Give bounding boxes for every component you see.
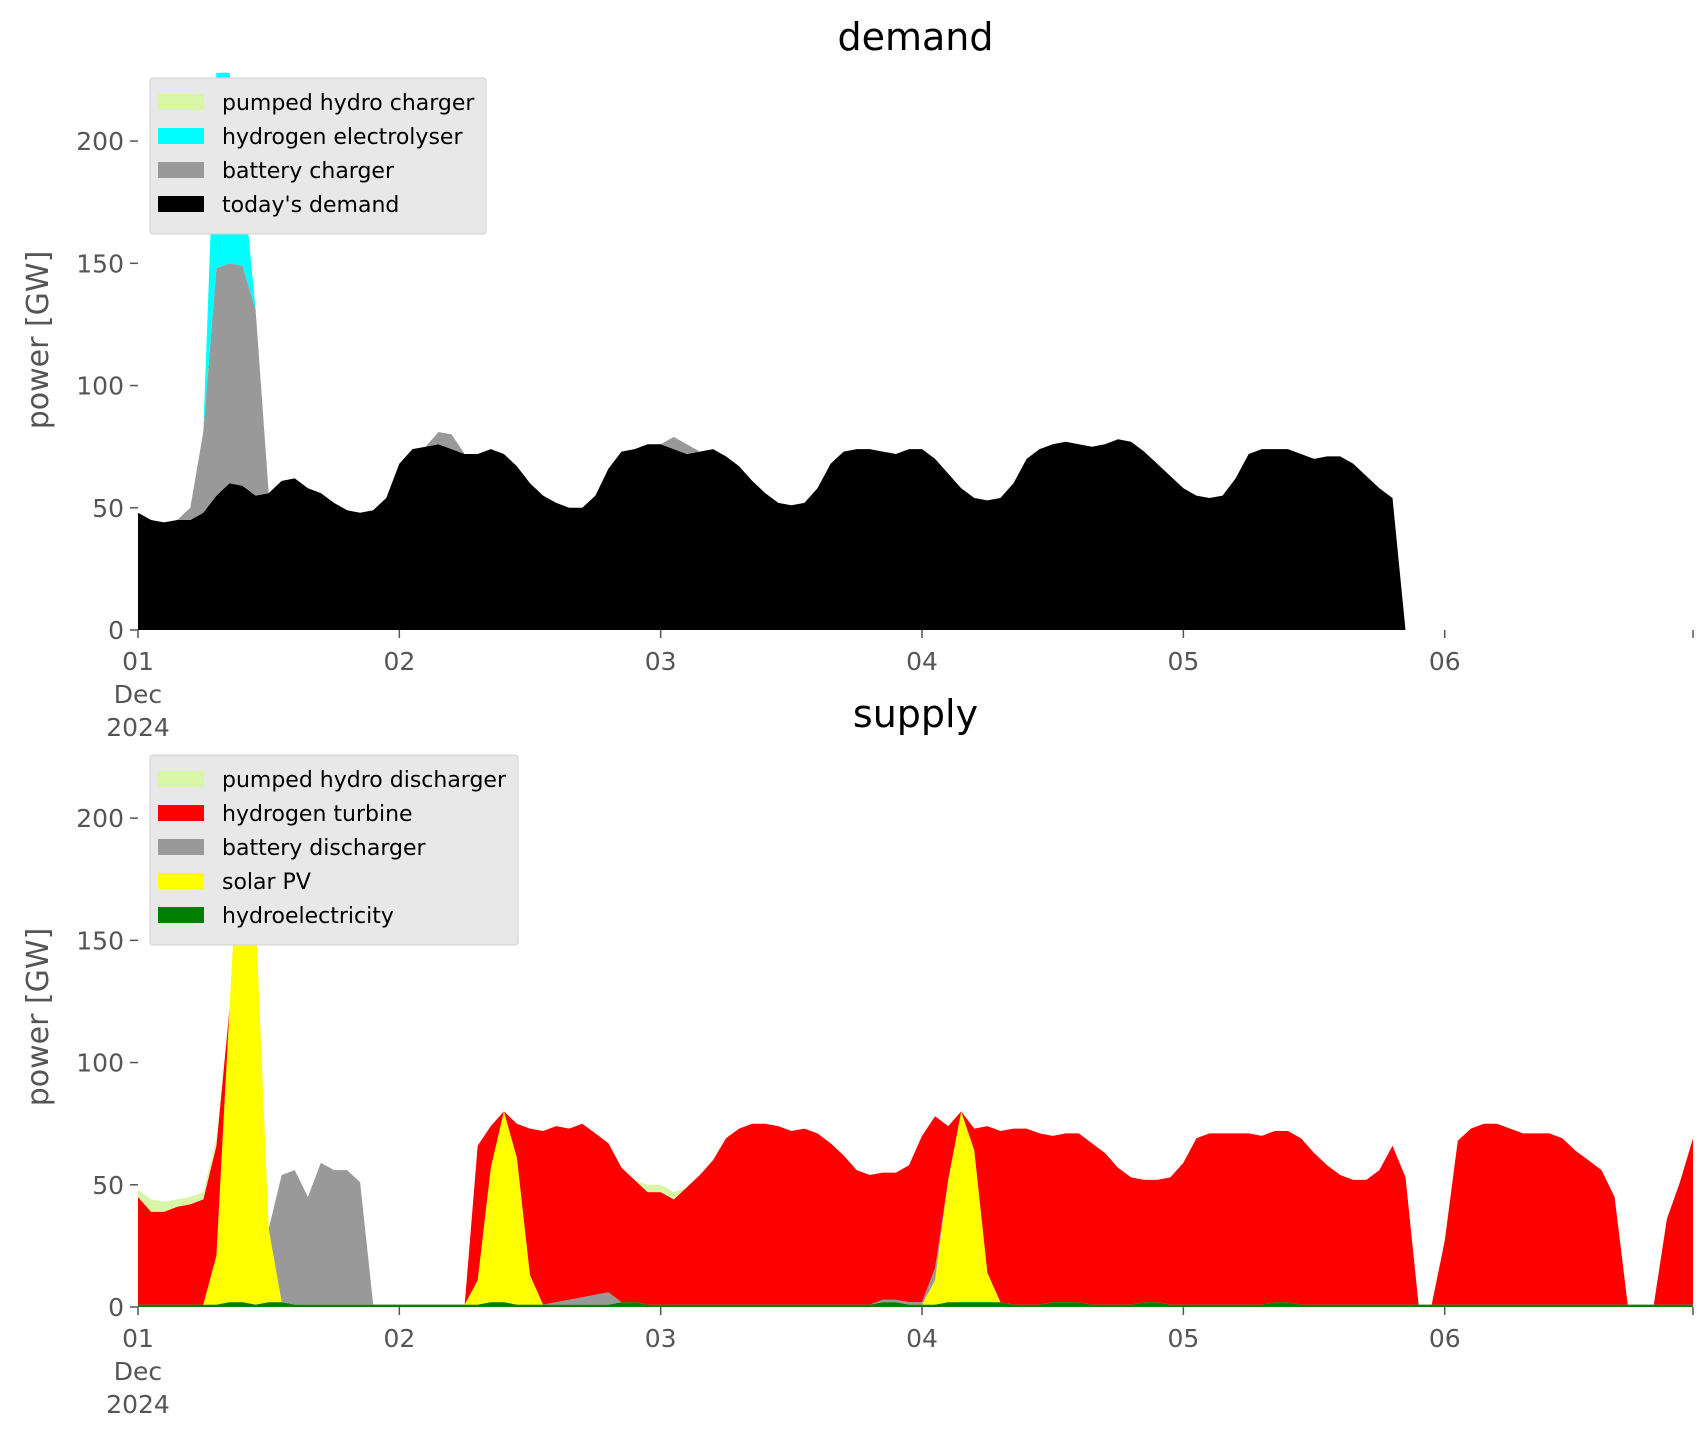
y-tick-label: 200 bbox=[76, 804, 124, 833]
legend-swatch-hydrogen-electrolyser bbox=[158, 128, 204, 144]
area-hydrogen-turbine bbox=[138, 769, 1693, 1305]
legend-swatch-solar-pv bbox=[158, 873, 204, 889]
legend-label-battery-discharger: battery discharger bbox=[222, 836, 427, 861]
y-tick-label: 150 bbox=[76, 249, 124, 278]
legend-swatch-hydroelectricity bbox=[158, 907, 204, 923]
legend-label-solar-pv: solar PV bbox=[222, 870, 311, 895]
x-tick-label: 02 bbox=[383, 647, 415, 676]
legend: pumped hydro charger hydrogen electrolyse… bbox=[149, 77, 487, 235]
legend-swatch-hydrogen-turbine bbox=[158, 805, 204, 821]
legend-label-battery-charger: battery charger bbox=[222, 159, 395, 184]
x-tick-label: 02 bbox=[383, 1324, 415, 1353]
area-today-s-demand bbox=[138, 439, 1693, 630]
legend: pumped hydro discharger hydrogen turbine b… bbox=[149, 754, 519, 946]
y-tick-label: 100 bbox=[76, 1049, 124, 1078]
demand-chart: demand 0 50 100 150 200 01 Dec 2024 02 03 04 05 06 pow… bbox=[21, 15, 1694, 742]
x-tick-label: 04 bbox=[906, 1324, 938, 1353]
x-tick-label: 03 bbox=[645, 1324, 677, 1353]
legend-label-pumped-hydro-charger: pumped hydro charger bbox=[222, 91, 475, 116]
y-axis-label: power [GW] bbox=[21, 251, 56, 430]
legend-swatch-pumped-hydro-discharger bbox=[158, 771, 204, 787]
y-tick-label: 0 bbox=[108, 616, 124, 645]
legend-box bbox=[149, 77, 487, 235]
legend-label-today-s-demand: today's demand bbox=[222, 193, 399, 218]
x-tick-label: 05 bbox=[1167, 1324, 1199, 1353]
legend-swatch-pumped-hydro-charger bbox=[158, 94, 204, 110]
legend-swatch-today-s-demand bbox=[158, 196, 204, 212]
y-tick-label: 50 bbox=[92, 494, 124, 523]
x-tick-label: 05 bbox=[1167, 647, 1199, 676]
legend-swatch-battery-charger bbox=[158, 162, 204, 178]
x-tick-label: 01 Dec 2024 bbox=[106, 1324, 170, 1419]
supply-chart: supply 0 50 100 150 200 01 Dec 2024 02 03 04 05 06 pow… bbox=[21, 692, 1694, 1419]
y-tick-label: 50 bbox=[92, 1171, 124, 1200]
y-axis-label: power [GW] bbox=[21, 928, 56, 1107]
area-hydroelectricity bbox=[138, 1302, 1693, 1307]
legend-label-hydrogen-turbine: hydrogen turbine bbox=[222, 802, 413, 827]
x-tick-label: 01 Dec 2024 bbox=[106, 647, 170, 742]
legend-swatch-battery-discharger bbox=[158, 839, 204, 855]
x-tick-label: 06 bbox=[1429, 1324, 1461, 1353]
x-tick-label: 04 bbox=[906, 647, 938, 676]
legend-box bbox=[149, 754, 519, 946]
y-tick-label: 150 bbox=[76, 926, 124, 955]
legend-label-hydrogen-electrolyser: hydrogen electrolyser bbox=[222, 125, 463, 150]
chart-title: supply bbox=[853, 692, 978, 736]
y-tick-label: 200 bbox=[76, 127, 124, 156]
x-tick-label: 06 bbox=[1429, 647, 1461, 676]
y-tick-label: 0 bbox=[108, 1293, 124, 1322]
area-battery-charger bbox=[138, 263, 1693, 630]
x-tick-label: 03 bbox=[645, 647, 677, 676]
legend-label-pumped-hydro-discharger: pumped hydro discharger bbox=[222, 768, 507, 793]
chart-title: demand bbox=[837, 15, 993, 59]
legend-label-hydroelectricity: hydroelectricity bbox=[222, 904, 394, 929]
area-battery-discharger bbox=[138, 769, 1693, 1305]
y-tick-label: 100 bbox=[76, 372, 124, 401]
